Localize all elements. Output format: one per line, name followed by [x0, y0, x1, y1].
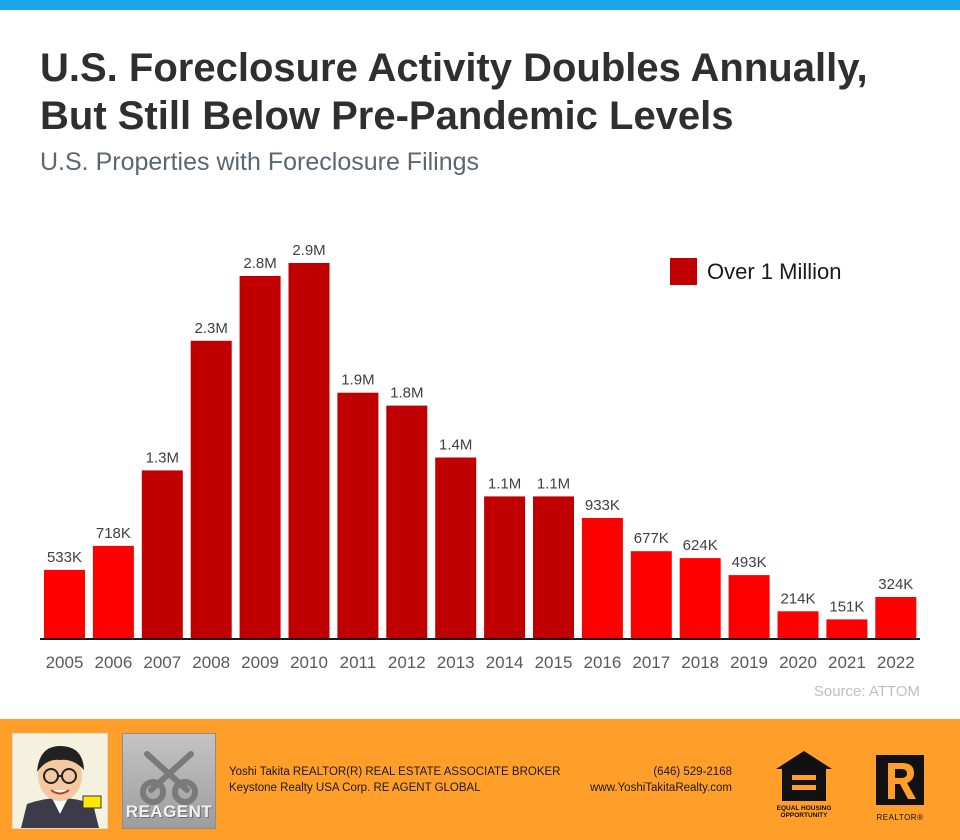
x-tick-label-2021: 2021 [828, 653, 866, 672]
x-tick-label-2015: 2015 [535, 653, 573, 672]
equal-housing-caption-line-1: EQUAL HOUSING [776, 805, 832, 812]
bar-2012 [386, 405, 428, 639]
value-label-2005: 533K [47, 549, 82, 566]
value-label-2019: 493K [732, 554, 767, 571]
x-tick-label-2022: 2022 [877, 653, 915, 672]
bar-2021 [826, 619, 868, 639]
equal-housing-logo: EQUAL HOUSING OPPORTUNITY [774, 749, 834, 827]
value-label-2010: 2.9M [292, 242, 325, 259]
value-label-2017: 677K [634, 530, 669, 547]
agent-caricature-icon [13, 734, 107, 828]
x-tick-label-2018: 2018 [681, 653, 719, 672]
footer-bar: REAGENT Yoshi Takita REALTOR(R) REAL EST… [0, 719, 960, 840]
reagent-logo-text: REAGENT [125, 802, 213, 821]
realtor-logo: REALTOR® [872, 753, 928, 825]
bar-2019 [728, 575, 770, 639]
legend-label: Over 1 Million [707, 259, 841, 284]
x-tick-label-2016: 2016 [583, 653, 621, 672]
bar-2013 [435, 457, 477, 639]
equal-housing-caption-line-2: OPPORTUNITY [780, 812, 828, 819]
x-tick-label-2013: 2013 [437, 653, 475, 672]
value-label-2014: 1.1M [488, 475, 521, 492]
reagent-logo: REAGENT [122, 733, 216, 829]
value-label-2006: 718K [96, 525, 131, 542]
website-link[interactable]: www.YoshiTakitaRealty.com [590, 782, 732, 794]
x-tick-label-2017: 2017 [632, 653, 670, 672]
x-tick-label-2008: 2008 [192, 653, 230, 672]
equal-housing-caption: EQUAL HOUSING OPPORTUNITY [774, 805, 834, 819]
value-label-2016: 933K [585, 497, 620, 514]
bar-2014 [484, 496, 526, 639]
crossed-keys-icon [140, 751, 198, 805]
agent-avatar [12, 733, 108, 829]
bars-group [44, 263, 917, 639]
x-tick-label-2011: 2011 [340, 653, 377, 672]
value-label-2015: 1.1M [537, 475, 570, 492]
phone-number: (646) 529-2168 [653, 766, 732, 778]
bar-2017 [630, 551, 672, 639]
chart-title-line-1: U.S. Foreclosure Activity Doubles Annual… [40, 46, 868, 90]
bar-chart: 533K 718K 1.3M 2.3M 2.8M 2.9M 1.9M 1.8M 1.4M 1.1M… [40, 242, 920, 672]
bar-2005 [44, 569, 85, 639]
agent-name-line: Yoshi Takita REALTOR(R) REAL ESTATE ASSO… [229, 766, 561, 778]
value-label-2020: 214K [780, 590, 815, 607]
legend-swatch [670, 258, 697, 285]
source-note: Source: ATTOM [813, 683, 920, 700]
bar-2022 [875, 597, 917, 639]
value-label-2018: 624K [683, 537, 718, 554]
chart-subtitle: U.S. Properties with Foreclosure Filings [40, 148, 480, 176]
x-tick-label-2009: 2009 [241, 653, 279, 672]
bar-2007 [141, 470, 183, 639]
bar-2011 [337, 392, 379, 639]
brokerage-line: Keystone Realty USA Corp. RE AGENT GLOBA… [229, 782, 481, 794]
x-tick-label-2019: 2019 [730, 653, 768, 672]
bar-2010 [288, 263, 330, 639]
value-label-2011: 1.9M [341, 372, 374, 389]
equal-housing-icon [776, 751, 832, 801]
bar-2018 [679, 558, 721, 639]
bar-2016 [581, 518, 623, 639]
x-tick-label-2012: 2012 [388, 653, 426, 672]
bar-2008 [190, 340, 232, 639]
value-label-2008: 2.3M [195, 320, 228, 337]
value-label-2013: 1.4M [439, 437, 472, 454]
value-label-2012: 1.8M [390, 385, 423, 402]
top-accent-bar [0, 0, 960, 10]
value-label-2007: 1.3M [146, 449, 179, 466]
bar-2006 [92, 545, 134, 639]
value-labels-group: 533K 718K 1.3M 2.3M 2.8M 2.9M 1.9M 1.8M 1.4M 1.1M… [47, 242, 913, 615]
value-label-2022: 324K [878, 576, 913, 593]
x-tick-label-2010: 2010 [290, 653, 328, 672]
x-tick-label-2005: 2005 [46, 653, 84, 672]
x-tick-label-2006: 2006 [94, 653, 132, 672]
bar-2015 [533, 496, 574, 639]
x-tick-label-2014: 2014 [486, 653, 524, 672]
value-label-2021: 151K [829, 598, 864, 615]
realtor-caption: REALTOR® [876, 813, 924, 822]
x-tick-labels-group: 2005 2006 2007 2008 2009 2010 2011 2012 2013 2014… [46, 653, 915, 672]
chart-title-line-2: But Still Below Pre-Pandemic Levels [40, 94, 734, 138]
bar-2020 [777, 611, 819, 639]
x-tick-label-2020: 2020 [779, 653, 817, 672]
realtor-r-icon [876, 755, 924, 805]
value-label-2009: 2.8M [243, 255, 276, 272]
bar-2009 [239, 276, 281, 639]
x-tick-label-2007: 2007 [143, 653, 181, 672]
chart-title: U.S. Foreclosure Activity Doubles Annual… [40, 44, 940, 140]
